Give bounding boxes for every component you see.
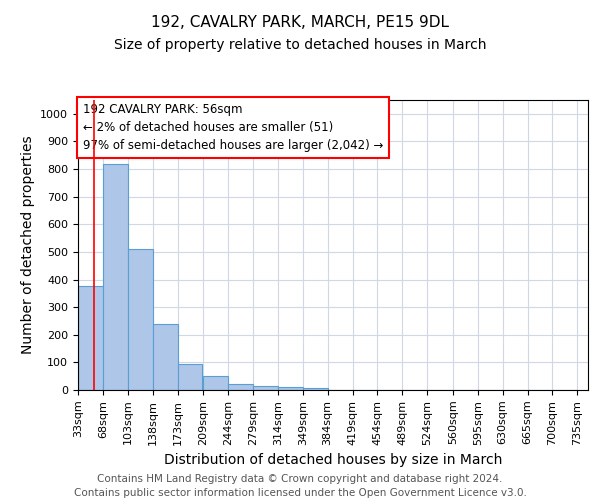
- Text: Contains HM Land Registry data © Crown copyright and database right 2024.
Contai: Contains HM Land Registry data © Crown c…: [74, 474, 526, 498]
- Bar: [203, 376, 228, 390]
- Y-axis label: Number of detached properties: Number of detached properties: [21, 136, 35, 354]
- Bar: [152, 324, 178, 390]
- Text: Size of property relative to detached houses in March: Size of property relative to detached ho…: [114, 38, 486, 52]
- Bar: [128, 249, 152, 390]
- Bar: [178, 364, 202, 390]
- Bar: [78, 286, 103, 390]
- Bar: [303, 388, 328, 390]
- X-axis label: Distribution of detached houses by size in March: Distribution of detached houses by size …: [164, 453, 502, 467]
- Bar: [103, 164, 128, 390]
- Bar: [278, 387, 303, 390]
- Bar: [228, 384, 253, 390]
- Text: 192 CAVALRY PARK: 56sqm
← 2% of detached houses are smaller (51)
97% of semi-det: 192 CAVALRY PARK: 56sqm ← 2% of detached…: [83, 103, 383, 152]
- Text: 192, CAVALRY PARK, MARCH, PE15 9DL: 192, CAVALRY PARK, MARCH, PE15 9DL: [151, 15, 449, 30]
- Bar: [253, 386, 278, 390]
